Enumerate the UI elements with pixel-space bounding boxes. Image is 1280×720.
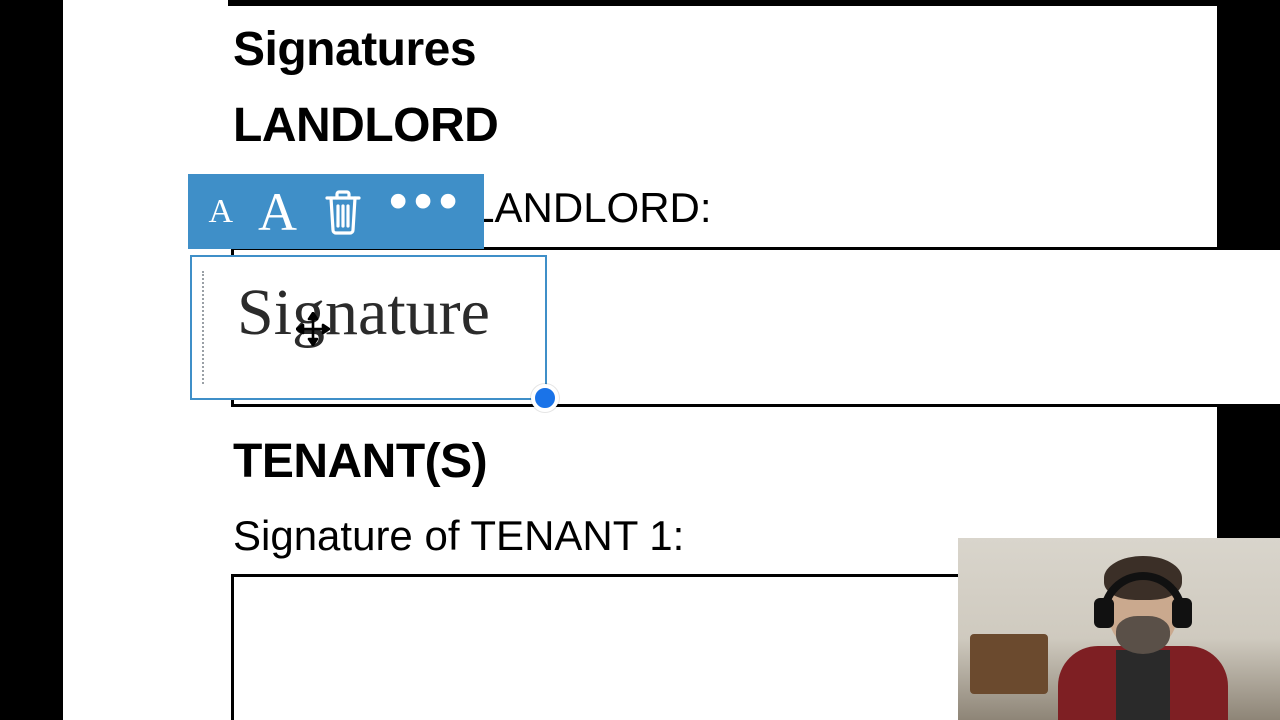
trash-icon [322,188,364,236]
increase-size-button[interactable]: A [258,174,297,249]
heading-tenants: TENANT(S) [233,434,487,489]
delete-button[interactable] [322,174,364,249]
decrease-size-button[interactable]: A [208,174,233,249]
field-left-guide [202,271,204,384]
signature-edit-toolbar: A A ••• [188,174,484,249]
signature-placeholder-text: Signature [237,275,490,351]
heading-landlord: LANDLORD [233,98,498,153]
signature-field-selected[interactable]: Signature [190,255,547,400]
webcam-overlay [958,538,1280,720]
label-tenant1-signature: Signature of TENANT 1: [233,512,684,560]
video-frame: Signatures LANDLORD Signature of LANDLOR… [0,0,1280,720]
heading-signatures: Signatures [233,22,476,77]
more-options-button[interactable]: ••• [389,163,464,260]
horizontal-rule [228,0,1280,6]
resize-handle[interactable] [531,384,559,412]
